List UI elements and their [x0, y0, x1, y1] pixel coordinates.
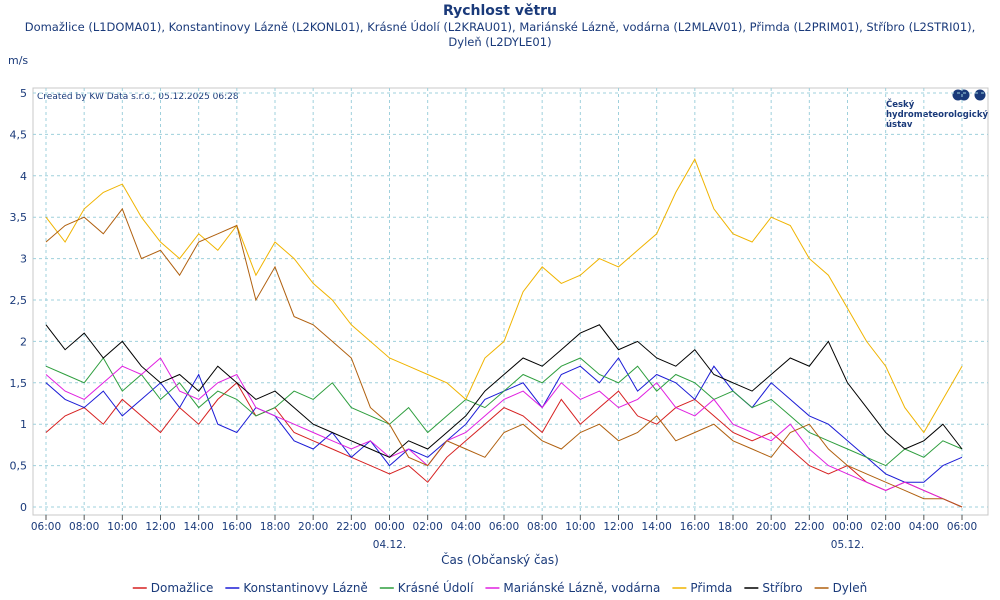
y-tick-label: 2,5	[10, 294, 28, 307]
x-tick-label: 00:00	[832, 521, 862, 533]
x-tick-label: 20:00	[298, 521, 328, 533]
x-tick-label: 10:00	[107, 521, 137, 533]
credit: Created by KW Data s.r.o., 05.12.2025 06…	[37, 92, 239, 102]
series-line	[45, 158, 963, 434]
x-axis-label: Čas (Občanský čas)	[441, 552, 559, 567]
x-tick-label: 14:00	[642, 521, 672, 533]
legend-item: Konstantinovy Lázně	[225, 581, 368, 595]
date-label: 05.12.	[831, 539, 864, 551]
legend-item: Dyleň	[814, 581, 868, 595]
x-tick-label: 16:00	[222, 521, 252, 533]
series-line	[45, 382, 963, 508]
x-tick-label: 08:00	[527, 521, 557, 533]
x-tick-label: 22:00	[794, 521, 824, 533]
logo-text: ústav	[886, 120, 913, 130]
legend-label: Mariánské Lázně, vodárna	[503, 581, 660, 595]
x-tick-label: 12:00	[145, 521, 175, 533]
x-tick-label: 02:00	[413, 521, 443, 533]
logo-dot	[974, 89, 986, 101]
x-tick-label: 18:00	[718, 521, 748, 533]
x-tick-label: 06:00	[489, 521, 519, 533]
series-line	[45, 324, 963, 458]
chart-title: Rychlost větru	[442, 3, 558, 19]
y-tick-label: 1,5	[10, 377, 28, 390]
x-tick-label: 04:00	[451, 521, 481, 533]
x-tick-label: 12:00	[603, 521, 633, 533]
y-tick-label: 0,5	[10, 460, 28, 473]
y-tick-label: 1	[20, 418, 27, 431]
x-tick-label: 20:00	[756, 521, 786, 533]
x-tick-label: 06:00	[31, 521, 61, 533]
legend-item: Krásné Údolí	[379, 580, 474, 595]
x-tick-label: 04:00	[909, 521, 939, 533]
y-tick-label: 3	[20, 253, 27, 266]
chart-subtitle: Domažlice (L1DOMA01), Konstantinovy Lázn…	[24, 20, 976, 49]
x-tick-label: 08:00	[69, 521, 99, 533]
series-line	[45, 357, 963, 508]
legend-label: Přimda	[690, 581, 732, 595]
series-line	[45, 207, 963, 508]
x-tick-label: 00:00	[374, 521, 404, 533]
logo: Český hydrometeorologický ústav	[886, 89, 988, 130]
y-tick-label: 4,5	[10, 128, 28, 141]
date-label: 04.12.	[373, 539, 406, 551]
x-tick-label: 18:00	[260, 521, 290, 533]
plot-frame	[32, 87, 989, 516]
y-tick-label: 4	[20, 170, 27, 183]
x-tick-label: 02:00	[871, 521, 901, 533]
legend-label: Dyleň	[833, 581, 868, 595]
legend: Domažlice Konstantinovy Lázně Krásné Údolí…	[132, 580, 868, 595]
x-tick-label: 06:00	[947, 521, 977, 533]
legend-item: Přimda	[672, 581, 732, 595]
legend-item: Domažlice	[132, 581, 214, 595]
y-axis-label: m/s	[8, 54, 28, 67]
legend-label: Stříbro	[762, 581, 802, 595]
y-tick-label: 2	[20, 335, 27, 348]
series-line	[45, 357, 963, 467]
x-tick-label: 22:00	[336, 521, 366, 533]
legend-item: Mariánské Lázně, vodárna	[485, 581, 660, 595]
x-tick-label: 10:00	[565, 521, 595, 533]
legend-item: Stříbro	[744, 581, 803, 595]
legend-label: Krásné Údolí	[398, 580, 474, 595]
y-tick-label: 5	[20, 87, 27, 100]
y-tick-label: 0	[20, 501, 27, 514]
x-tick-label: 16:00	[680, 521, 710, 533]
logo-text: Český	[886, 98, 915, 110]
x-tick-label: 14:00	[184, 521, 214, 533]
header: Rychlost větru Domažlice (L1DOMA01), Kon…	[15, 2, 985, 50]
logo-dot	[958, 89, 970, 101]
legend-label: Konstantinovy Lázně	[243, 581, 367, 595]
y-tick-label: 3,5	[10, 211, 28, 224]
logo-text: hydrometeorologický	[886, 110, 988, 120]
legend-label: Domažlice	[151, 581, 214, 595]
